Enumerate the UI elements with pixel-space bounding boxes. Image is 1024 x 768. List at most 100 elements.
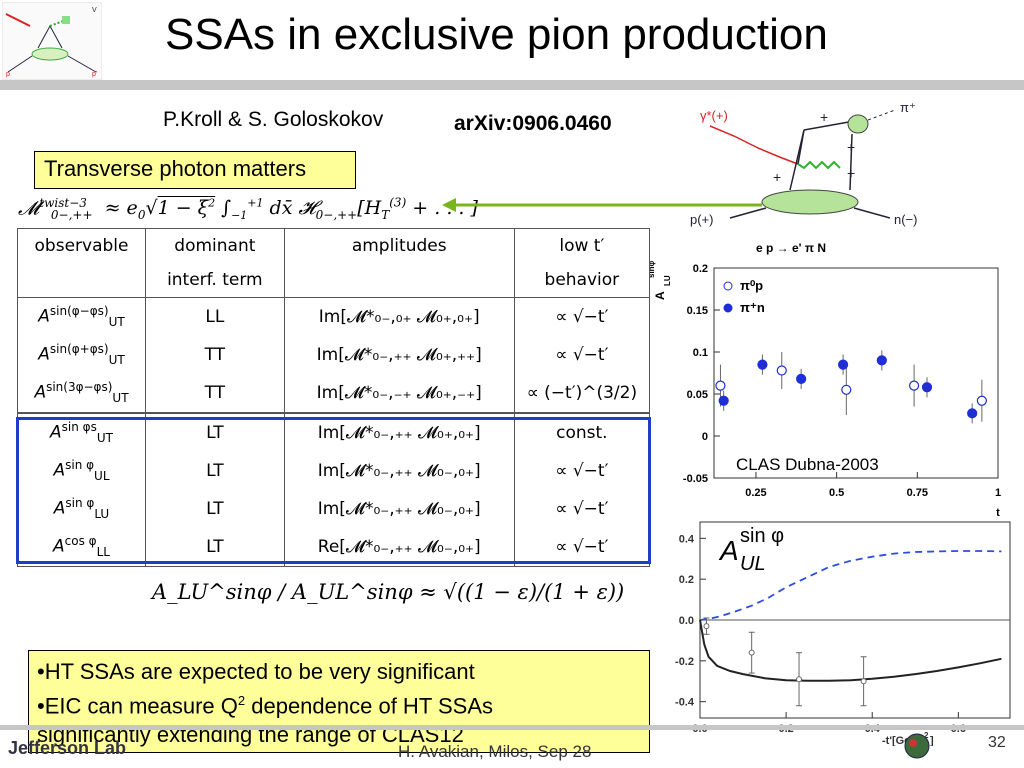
feynman-thumbnail-icon: p p' V [2,2,102,80]
low-t-cell: ∝ (−t′)^(3/2) [513,374,651,414]
observable-cell: Acos φLL [17,528,146,567]
amplitude-cell: Im[𝓜*₀₋,₀₊ 𝓜₀₊,₀₊] [283,297,515,336]
x-axis-label-end: ] [930,735,934,746]
conclusions-box: •HT SSAs are expected to be very signifi… [28,650,650,753]
curve-label-sup: sin φ [740,525,784,547]
data-point [718,395,729,406]
data-point [757,359,768,370]
y-tick-label: 0.1 [693,347,708,359]
amplitude-cell: Im[𝓜*₀₋,₊₊ 𝓜₀₋,₀₊] [283,490,515,528]
amplitude-cell: Im[𝓜*₀₋,₊₊ 𝓜₀₊,₊₊] [283,336,515,374]
authors-label: P.Kroll & S. Goloskokov [163,108,384,131]
feynman-diagram: γ*(+) π⁺ + + + + p(+) n(−) [690,100,917,227]
low-t-cell: ∝ √−t′ [513,528,651,567]
y-tick-label: 0 [702,431,708,443]
x-axis-label: t [996,507,1000,519]
y-tick-label: -0.4 [675,697,695,709]
data-point [967,408,978,419]
amplitude-cell: Im[𝓜*₀₋,₋₊ 𝓜₀₊,₋₊] [283,374,515,414]
clas-asymmetry-chart: e p → e' π N -0.05 0 0.05 0.1 0.15 0.2 0.25 0.5 0… [650,241,1001,519]
table-row: Asin(3φ−φs)UT TT Im[𝓜*₀₋,₋₊ 𝓜₀₊,₋₊] ∝ (−… [17,374,651,414]
neutron-label: n(−) [894,212,917,227]
y-tick-label: 0.15 [687,305,708,317]
solid-curve [699,619,1002,682]
proton-label: p(+) [690,212,713,227]
header-divider [0,80,1024,90]
curve-label: A [718,535,739,566]
legend-label: π⁺n [740,300,765,315]
amplitude-cell: Im[𝓜*₀₋,₊₊ 𝓜₀₋,₀₊] [283,452,515,490]
data-point [776,365,787,376]
table-row: Acos φLL LT Re[𝓜*₀₋,₊₊ 𝓜₀₋,₀₊] ∝ √−t′ [17,528,651,567]
chart-title: e p → e' π N [756,241,826,255]
y-tick-label: 0.05 [687,389,708,401]
low-t-cell: ∝ √−t′ [513,452,651,490]
dominant-cell: TT [144,336,285,374]
low-t-cell: const. [513,413,651,452]
low-t-cell: ∝ √−t′ [513,490,651,528]
gamma-label: γ*(+) [700,108,728,123]
aul-theory-chart: -0.4-0.20.00.20.40.00.20.40.6-t'[GeV2]As… [675,521,1011,746]
dominant-cell: TT [144,374,285,414]
table-header-observable-2 [17,263,146,298]
transverse-photon-callout: Transverse photon matters [34,151,356,189]
table-header-interf-term: interf. term [144,263,285,298]
table-row: Asin(φ+φs)UT TT Im[𝓜*₀₋,₊₊ 𝓜₀₊,₊₊] ∝ √−t… [17,336,651,374]
x-axis-label-sup: 2 [924,731,929,740]
data-point [796,373,807,384]
table-row: Asin φUL LT Im[𝓜*₀₋,₊₊ 𝓜₀₋,₀₊] ∝ √−t′ [17,452,651,490]
data-point [876,355,887,366]
legend-marker [723,281,733,291]
y-tick-label: 0.0 [679,615,694,627]
data-point [908,380,920,391]
svg-text:+: + [847,165,855,181]
x-axis-label: -t'[GeV [882,735,918,746]
x-tick-label: 0.5 [829,487,844,499]
table-header-observable: observable [17,228,146,263]
observable-cell: Asin φUL [17,452,146,490]
table-header-behavior: behavior [513,263,651,298]
table-header-amplitudes: amplitudes [283,228,515,263]
observable-cell: Asin(φ−φs)UT [17,297,146,336]
curve-label-sub: UL [740,553,766,575]
dominant-cell: LL [144,297,285,336]
observable-cell: Asin(φ+φs)UT [17,336,146,374]
bullet-item: •HT SSAs are expected to be very signifi… [37,659,475,684]
bullet-item: •EIC can measure Q2 dependence of HT SSA… [37,693,493,719]
pi-label: π⁺ [900,100,916,115]
data-point [748,649,755,656]
low-t-cell: ∝ √−t′ [513,297,651,336]
table-header-amplitudes-2 [283,263,515,298]
plot-frame [713,267,999,479]
footer-divider [0,725,1024,730]
y-tick-label: 0.4 [679,533,695,545]
y-tick-label: 0.2 [679,574,694,586]
data-point [921,382,933,393]
data-point [976,395,987,406]
svg-text:V: V [92,7,97,14]
y-axis-label-sub: LU [663,275,672,286]
amplitude-cell: Re[𝓜*₀₋,₊₊ 𝓜₀₋,₀₊] [283,528,515,567]
amplitude-table: observable dominant amplitudes low t′ in… [17,228,651,567]
table-header-low-t: low t′ [513,228,651,263]
conference-logo-icon [904,733,930,759]
svg-text:+: + [820,109,828,125]
x-tick-label: 0.75 [907,487,928,499]
y-tick-label: -0.05 [683,473,708,485]
svg-text:p: p [6,71,10,78]
arxiv-reference: arXiv:0906.0460 [454,112,612,135]
ratio-formula: A_LU^sinφ / A_UL^sinφ ≈ √((1 − ε)/(1 + ε… [152,580,625,604]
observable-cell: Asin(3φ−φs)UT [17,374,146,414]
data-point [703,623,710,630]
y-tick-label: -0.2 [675,656,694,668]
footer-logo-text: Jefferson Lab [8,738,127,758]
data-point [841,384,852,395]
data-point [796,676,803,683]
low-t-cell: ∝ √−t′ [513,336,651,374]
data-point [715,380,726,391]
green-arrow [442,198,762,212]
legend-label: π⁰p [740,278,763,293]
svg-text:+: + [773,169,781,185]
table-row: Asin(φ−φs)UT LL Im[𝓜*₀₋,₀₊ 𝓜₀₊,₀₊] ∝ √−t… [17,297,651,336]
observable-cell: Asin φLU [17,490,146,528]
